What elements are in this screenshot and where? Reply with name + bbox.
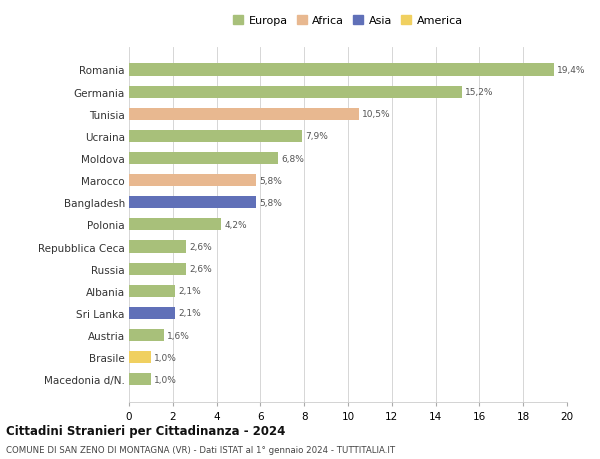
Text: 5,8%: 5,8% (259, 176, 282, 185)
Bar (129, 351, 151, 364)
Bar (129, 285, 175, 297)
Bar (129, 374, 151, 386)
Bar (129, 175, 256, 187)
Bar (129, 64, 554, 76)
Legend: Europa, Africa, Asia, America: Europa, Africa, Asia, America (229, 11, 467, 31)
Text: 2,6%: 2,6% (189, 264, 212, 274)
Text: 19,4%: 19,4% (557, 66, 586, 75)
Bar (129, 263, 186, 275)
Text: 15,2%: 15,2% (465, 88, 494, 97)
Text: 4,2%: 4,2% (224, 220, 247, 230)
Text: 2,1%: 2,1% (178, 309, 201, 318)
Text: 6,8%: 6,8% (281, 154, 304, 163)
Bar (129, 197, 256, 209)
Text: 1,6%: 1,6% (167, 331, 190, 340)
Bar (129, 152, 278, 165)
Text: COMUNE DI SAN ZENO DI MONTAGNA (VR) - Dati ISTAT al 1° gennaio 2024 - TUTTITALIA: COMUNE DI SAN ZENO DI MONTAGNA (VR) - Da… (6, 445, 395, 454)
Text: Cittadini Stranieri per Cittadinanza - 2024: Cittadini Stranieri per Cittadinanza - 2… (6, 424, 286, 437)
Bar (129, 130, 302, 143)
Bar (129, 241, 186, 253)
Text: 5,8%: 5,8% (259, 198, 282, 207)
Text: 2,6%: 2,6% (189, 242, 212, 252)
Text: 7,9%: 7,9% (305, 132, 328, 141)
Bar (129, 108, 359, 121)
Bar (129, 219, 221, 231)
Text: 1,0%: 1,0% (154, 353, 177, 362)
Text: 10,5%: 10,5% (362, 110, 391, 119)
Text: 2,1%: 2,1% (178, 287, 201, 296)
Bar (129, 86, 462, 99)
Text: 1,0%: 1,0% (154, 375, 177, 384)
Bar (129, 329, 164, 341)
Bar (129, 307, 175, 319)
